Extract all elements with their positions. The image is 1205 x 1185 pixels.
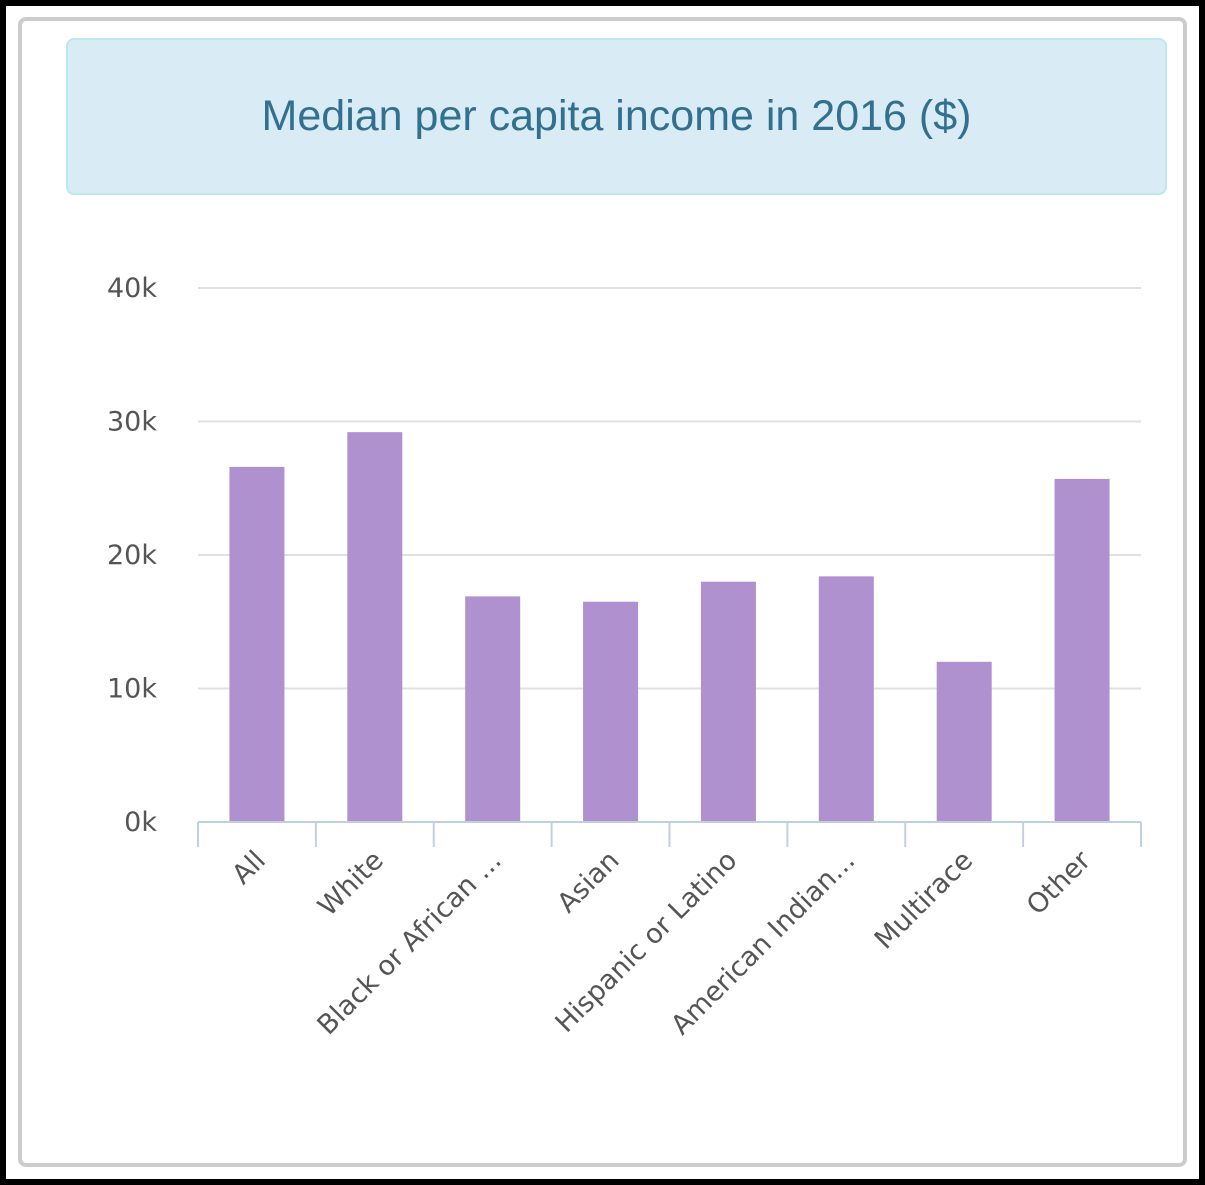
grid-lines [198,287,1141,690]
chart-title-box: Median per capita income in 2016 ($) [66,38,1167,195]
bar[interactable] [818,576,874,822]
bar[interactable] [583,601,639,822]
chart-title: Median per capita income in 2016 ($) [261,92,972,140]
bar[interactable] [936,661,992,822]
y-tick-label: 40k [107,273,157,304]
bar[interactable] [229,466,285,822]
bar[interactable] [347,432,403,822]
bar[interactable] [465,596,521,822]
y-tick-label: 10k [107,674,157,705]
y-tick-label: 0k [124,807,157,838]
x-category-label: Asian [551,845,625,919]
x-category-label: All [226,845,272,891]
x-category-label: Other [1021,844,1098,921]
bars [229,432,1110,822]
y-axis-ticks: 0k 10k 20k 30k 40k [107,273,157,838]
y-tick-label: 20k [107,540,157,571]
bar[interactable] [700,581,756,822]
x-category-label: Multirace [869,845,979,955]
x-axis [197,821,1142,847]
chart-panel [18,17,1187,1167]
y-tick-label: 30k [107,407,157,438]
x-category-label: White [312,845,389,922]
bar[interactable] [1054,478,1110,822]
